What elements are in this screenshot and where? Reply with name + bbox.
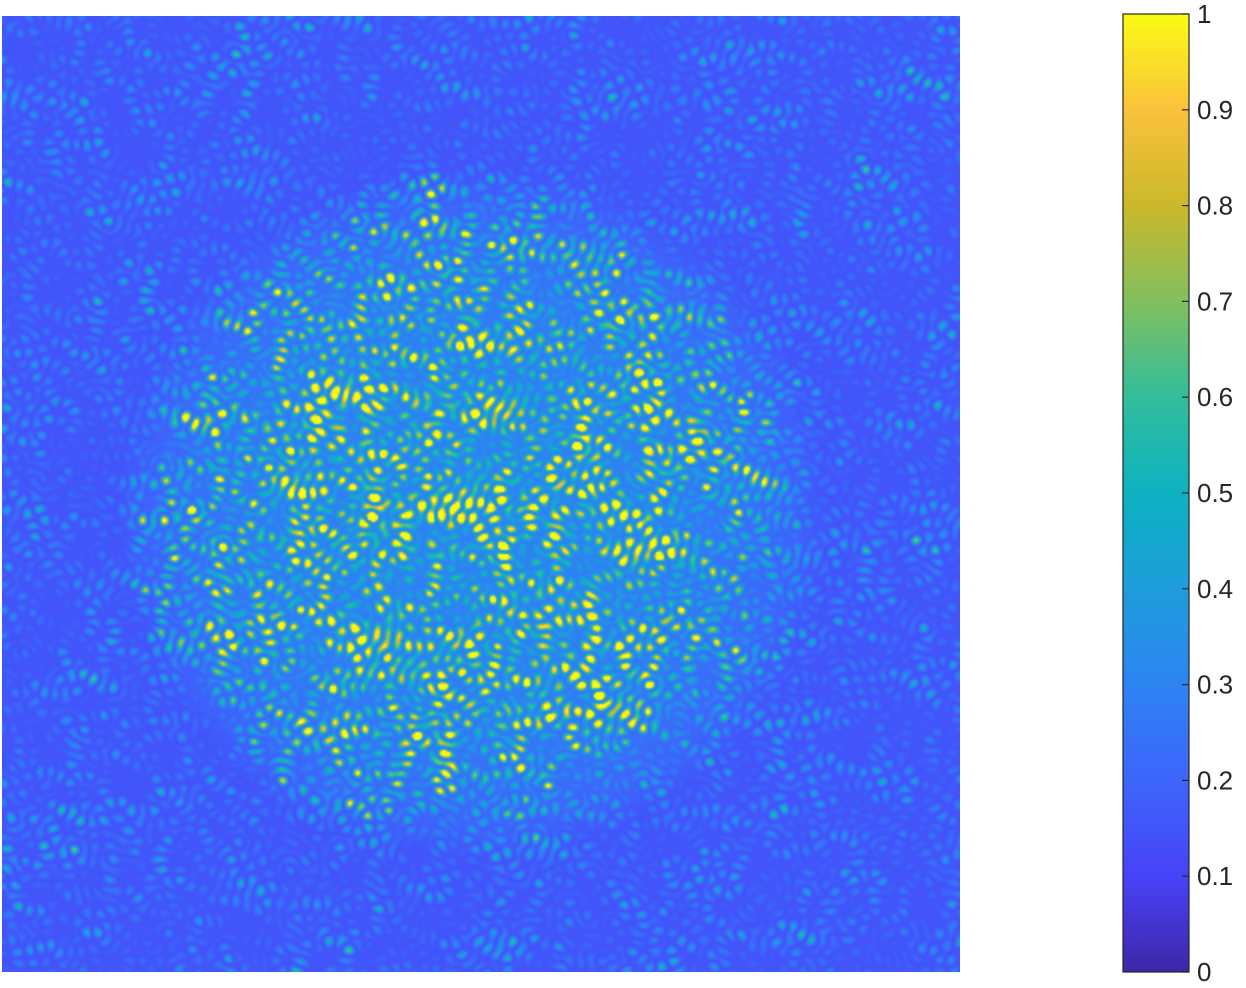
colorbar-tick-label: 0.7 [1197, 286, 1233, 316]
colorbar-tick-label: 0.2 [1197, 765, 1233, 795]
colorbar-tick-label: 0.4 [1197, 574, 1233, 604]
colorbar-tick-label: 1 [1197, 0, 1211, 29]
colorbar-tick-label: 0.6 [1197, 382, 1233, 412]
colorbar-tick-label: 0.5 [1197, 478, 1233, 508]
colorbar-tick-label: 0 [1197, 957, 1211, 987]
colorbar-tick-label: 0.9 [1197, 95, 1233, 125]
colorbar-tick-label: 0.1 [1197, 861, 1233, 891]
heatmap-canvas [2, 16, 960, 972]
colorbar-tick-label: 0.8 [1197, 191, 1233, 221]
colorbar-ticks: 0 0.1 0.2 0.3 0.4 0.5 0.6 0.7 0.8 0.9 1 [1182, 0, 1233, 987]
heatmap-image [2, 16, 960, 972]
colorbar-gradient [1122, 13, 1190, 973]
colorbar: 0 0.1 0.2 0.3 0.4 0.5 0.6 0.7 0.8 0.9 1 [1122, 0, 1233, 987]
colorbar-tick-label: 0.3 [1197, 670, 1233, 700]
